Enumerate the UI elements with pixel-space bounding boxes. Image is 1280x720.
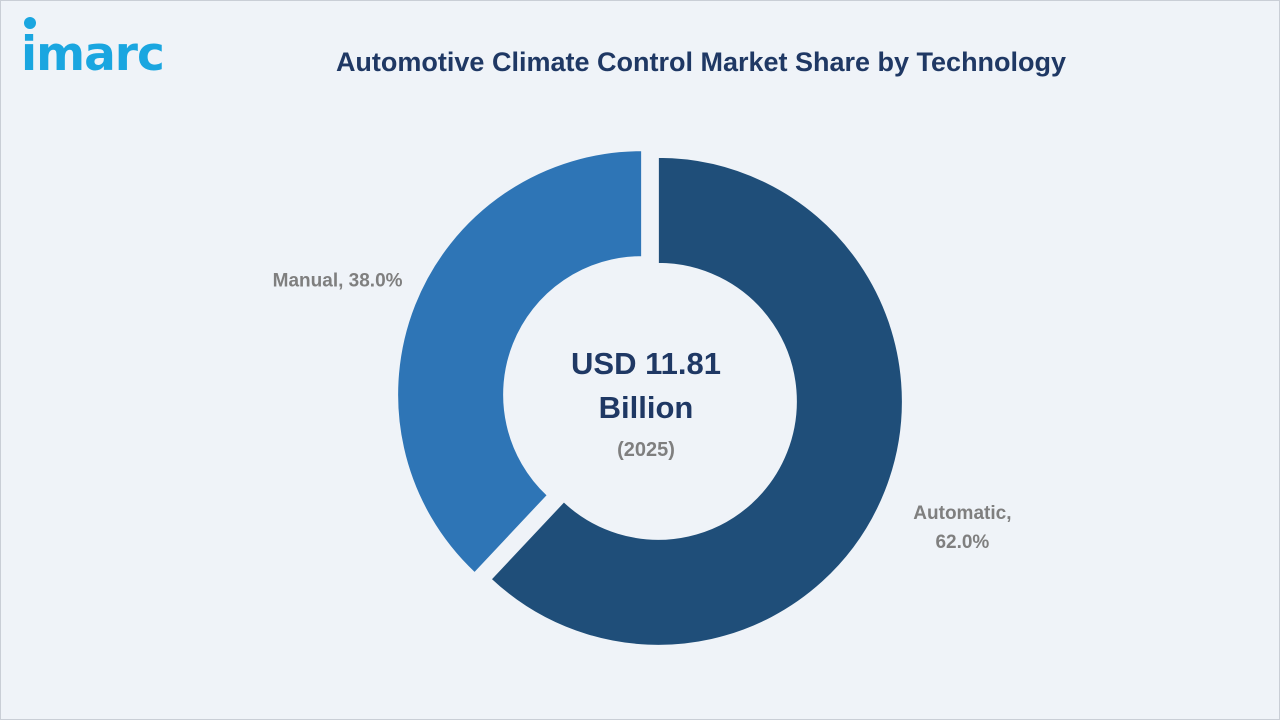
donut-slices (397, 150, 903, 646)
slice-manual (397, 150, 643, 574)
data-label-line: Automatic, (913, 503, 1011, 524)
imarc-logo: imarc (21, 17, 211, 87)
center-value-line: Billion (599, 390, 694, 425)
center-label-group: USD 11.81 Billion (2025) (571, 346, 721, 461)
data-labels: Automatic, 62.0% Manual, 38.0% (273, 270, 1012, 553)
data-label-line: 62.0% (935, 532, 989, 553)
center-value-line: USD 11.81 (571, 346, 721, 381)
data-label-manual: Manual, 38.0% (273, 270, 403, 291)
data-label-line: Manual, 38.0% (273, 270, 403, 291)
logo-text: imarc (21, 27, 165, 82)
center-value: USD 11.81 Billion (571, 346, 721, 425)
logo-dot (24, 17, 36, 29)
slice-automatic (490, 156, 903, 646)
data-label-automatic: Automatic, 62.0% (913, 503, 1011, 553)
center-year: (2025) (617, 439, 675, 461)
chart-title: Automotive Climate Control Market Share … (335, 47, 1067, 77)
